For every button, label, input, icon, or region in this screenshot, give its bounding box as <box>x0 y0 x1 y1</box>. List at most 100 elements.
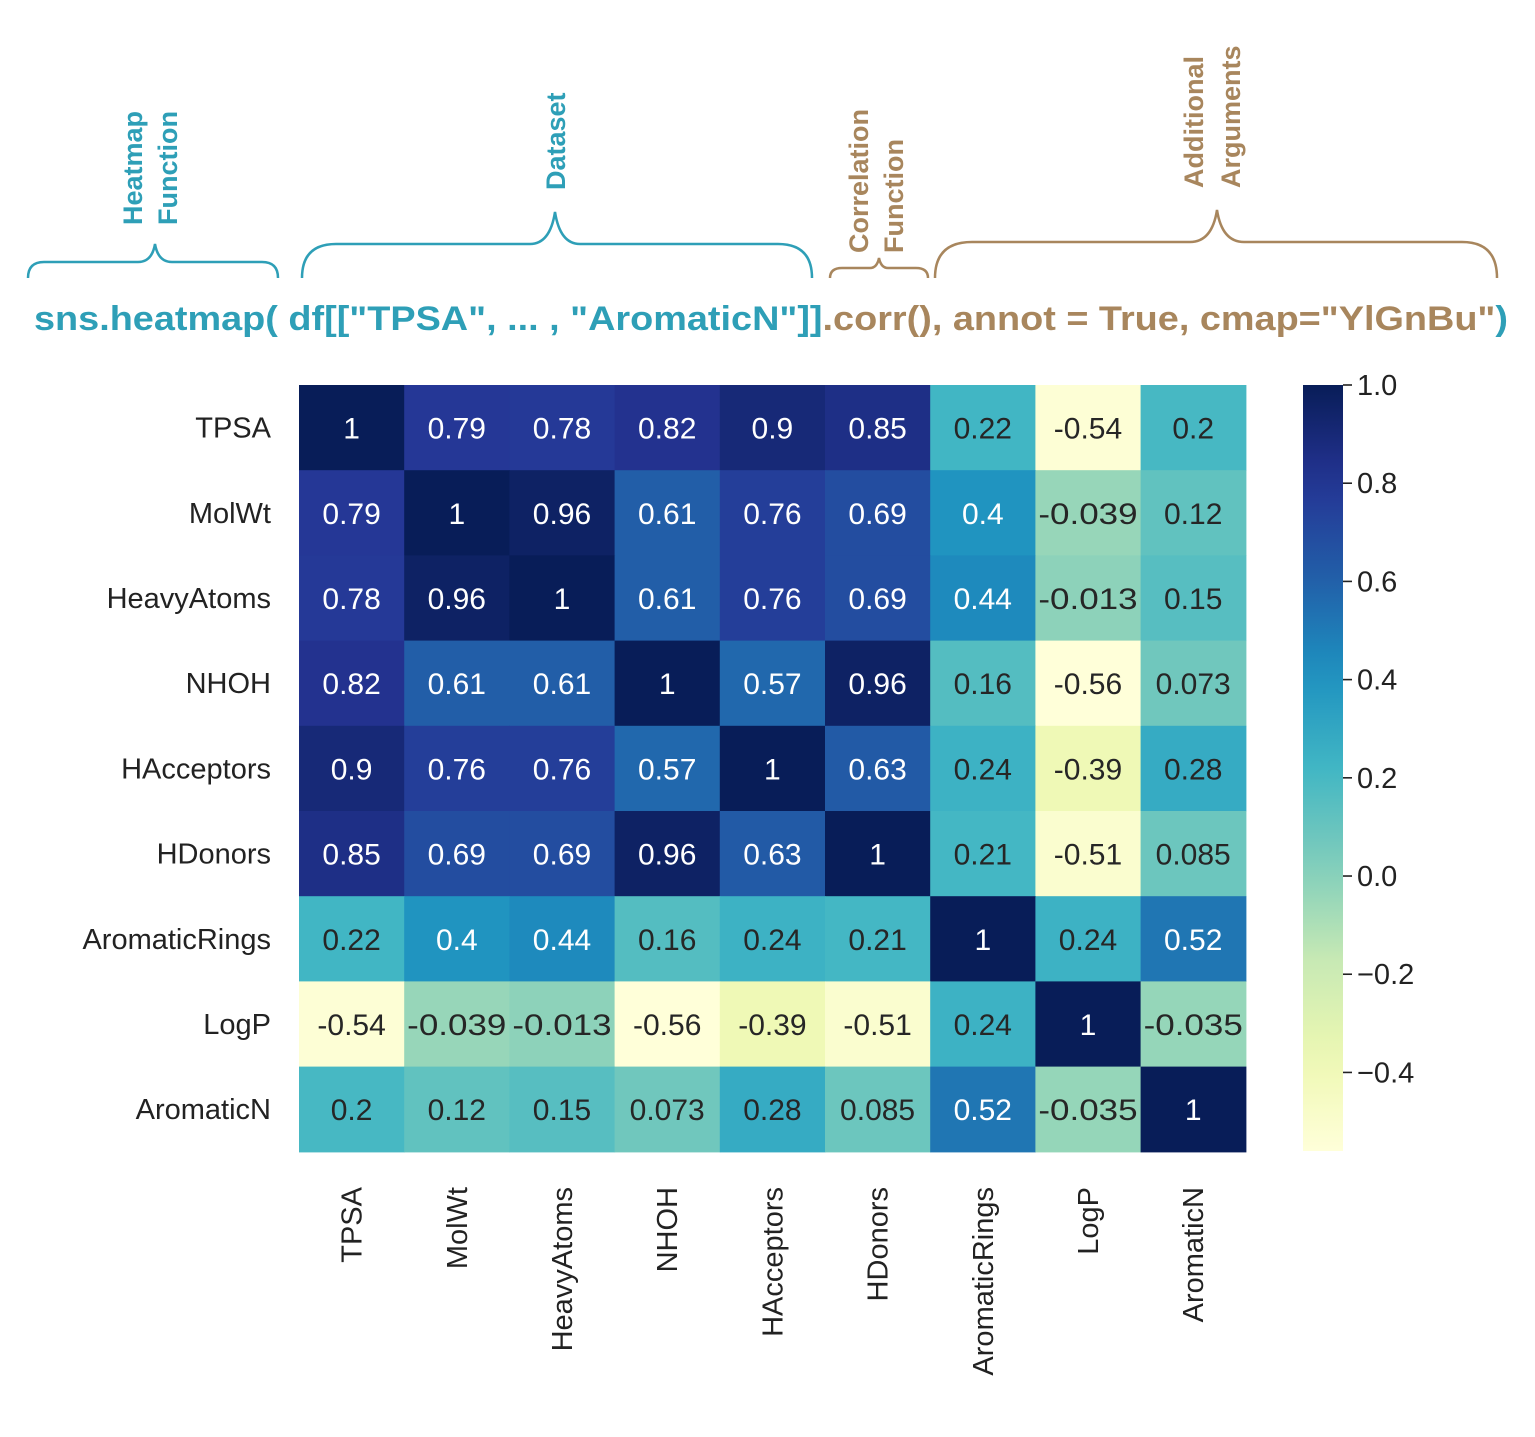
heatmap-cell <box>930 640 1036 727</box>
heatmap-cell-value: 0.16 <box>954 668 1012 701</box>
heatmap-cell <box>1035 1066 1142 1153</box>
heatmap-cell <box>299 555 405 642</box>
heatmap-cell <box>719 470 826 556</box>
heatmap-cell-value: 0.2 <box>1172 413 1214 446</box>
code-corr-call: .corr(), <box>823 300 943 338</box>
heatmap-cell <box>825 1066 931 1153</box>
heatmap-cell <box>1140 470 1247 556</box>
heatmap-cell-value: -0.51 <box>1054 839 1122 872</box>
heatmap-cell <box>1035 470 1142 556</box>
heatmap-cell <box>509 811 616 897</box>
heatmap-cell-value: 0.24 <box>954 753 1012 786</box>
heatmap-cell-value: 0.78 <box>322 583 380 616</box>
heatmap-cell <box>299 896 405 982</box>
annotation-braces <box>26 209 1499 279</box>
heatmap-cell <box>930 555 1036 642</box>
heatmap-cell-value: 0.76 <box>743 498 801 531</box>
heatmap-cell <box>825 981 931 1068</box>
heatmap-cell-value: 0.79 <box>428 413 486 446</box>
heatmap-cell <box>404 640 510 727</box>
heatmap-cell <box>1035 385 1142 471</box>
heatmap-cell-value: 0.61 <box>533 668 591 701</box>
row-tick-label: NHOH <box>186 668 271 700</box>
heatmap-cell <box>299 1066 405 1153</box>
heatmap-cell <box>404 555 510 642</box>
heatmap-cell <box>930 896 1036 982</box>
heatmap-cell <box>1035 640 1142 727</box>
heatmap-cell <box>614 981 721 1068</box>
heatmap-cell <box>299 725 405 812</box>
heatmap-cell-value: 0.96 <box>428 583 486 616</box>
heatmap-cell-value: -0.54 <box>317 1009 385 1042</box>
column-tick-label: MolWt <box>442 1187 474 1269</box>
dataset-brace <box>300 211 814 279</box>
heatmap-cell-value: 0.61 <box>638 583 696 616</box>
heatmap-cell <box>299 981 405 1068</box>
heatmap-cell-value: 0.63 <box>743 839 801 872</box>
heatmap-cell-value: -0.54 <box>1054 413 1122 446</box>
heatmap-function-label-line1: Heatmap <box>118 111 148 225</box>
heatmap-cell-value: 0.63 <box>848 753 906 786</box>
heatmap-cell <box>299 811 405 897</box>
heatmap-cell-value: 0.22 <box>954 413 1012 446</box>
heatmap-cell-value: 0.52 <box>954 1094 1012 1127</box>
colorbar-tick-label: 0.0 <box>1357 861 1397 893</box>
heatmap-cell <box>930 385 1036 471</box>
column-tick-label: HeavyAtoms <box>547 1187 579 1351</box>
heatmap-cell-value: 0.76 <box>428 753 486 786</box>
heatmap-cell <box>1140 811 1247 897</box>
heatmap-cell-value: 1 <box>974 924 991 957</box>
heatmap-cell-value: 0.76 <box>533 753 591 786</box>
row-tick-label: AromaticRings <box>82 924 271 956</box>
heatmap-cell <box>614 470 721 556</box>
heatmap-cell-value: 0.61 <box>428 668 486 701</box>
heatmap-cell-value: 0.12 <box>428 1094 486 1127</box>
heatmap-cell-value: -0.56 <box>1054 668 1122 701</box>
heatmap-cell-value: 0.52 <box>1164 924 1222 957</box>
heatmap-cell-value: 0.78 <box>533 413 591 446</box>
heatmap-cell <box>404 725 510 812</box>
heatmap-cell <box>719 1066 826 1153</box>
heatmap-cell-value: 0.82 <box>322 668 380 701</box>
heatmap-cell <box>614 811 721 897</box>
heatmap-cell <box>1140 725 1247 812</box>
heatmap-cell-value: 0.76 <box>743 583 801 616</box>
heatmap-cell-value: 0.28 <box>1164 753 1222 786</box>
heatmap-cell <box>1035 811 1142 897</box>
heatmap-cell <box>614 896 721 982</box>
heatmap-cell <box>1140 981 1247 1068</box>
heatmap-cell-value: 0.85 <box>848 413 906 446</box>
heatmap-cell-value: 1 <box>764 753 781 786</box>
heatmap-cell <box>1035 555 1142 642</box>
heatmap-cell-value: 0.96 <box>638 839 696 872</box>
heatmap-cell <box>719 896 826 982</box>
heatmap-cell-value: -0.013 <box>512 1009 611 1042</box>
row-tick-labels: TPSA MolWt HeavyAtoms NHOH HAcceptors HDonors… <box>82 413 271 1127</box>
code-additional-args: annot = True, cmap="YlGnBu" <box>942 300 1495 338</box>
code-line: sns.heatmap( df[["TPSA", ... , "Aromatic… <box>34 300 1508 338</box>
heatmap-cell-value: -0.39 <box>738 1009 806 1042</box>
column-tick-label: AromaticN <box>1178 1187 1210 1322</box>
heatmap-cell-value: 0.15 <box>533 1094 591 1127</box>
heatmap-cell-value: 0.85 <box>322 839 380 872</box>
heatmap-cell <box>614 640 721 727</box>
heatmap-cell-value: 0.69 <box>848 498 906 531</box>
colorbar-tick-label: −0.4 <box>1357 1057 1414 1089</box>
dataset-label: Dataset <box>541 92 571 190</box>
additional-arguments-brace <box>933 209 1499 279</box>
heatmap-cell <box>719 725 826 812</box>
column-tick-labels: TPSA MolWt HeavyAtoms NHOH HAcceptors HDonors… <box>337 1186 1211 1375</box>
heatmap-cell-value: 0.085 <box>1156 839 1231 872</box>
additional-arguments-label-line1: Additional <box>1179 56 1209 188</box>
column-tick-label: TPSA <box>337 1186 369 1262</box>
heatmap-cell <box>299 470 405 556</box>
heatmap-cell <box>509 555 616 642</box>
colorbar-tick-label: 0.4 <box>1357 665 1397 697</box>
heatmap-cell-value: 0.21 <box>954 839 1012 872</box>
heatmap-cell-value: 1 <box>448 498 465 531</box>
column-tick-label: HAcceptors <box>757 1187 789 1337</box>
heatmap-cell <box>509 1066 616 1153</box>
heatmap-cell <box>825 725 931 812</box>
heatmap-cell <box>614 555 721 642</box>
